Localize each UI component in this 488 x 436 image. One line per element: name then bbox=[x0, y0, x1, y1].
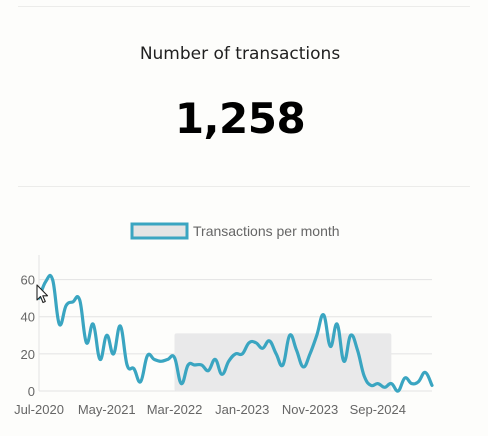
chart-svg: Transactions per month 0 20 40 60 Jul-2020 May… bbox=[14, 222, 434, 417]
transactions-chart: Transactions per month 0 20 40 60 Jul-2020 May… bbox=[0, 210, 488, 436]
x-tick-label: May-2021 bbox=[78, 402, 136, 417]
y-tick-label: 40 bbox=[21, 310, 35, 325]
legend-swatch bbox=[130, 222, 189, 240]
x-tick-label: Jan-2023 bbox=[215, 402, 269, 417]
y-tick-label: 60 bbox=[21, 273, 35, 288]
stat-title: Number of transactions bbox=[139, 44, 341, 64]
x-tick-label: Jul-2020 bbox=[14, 402, 64, 417]
x-tick-label: Mar-2022 bbox=[147, 402, 203, 417]
x-tick-label: Nov-2023 bbox=[282, 402, 338, 417]
middle-divider bbox=[18, 186, 470, 187]
stat-value: 1,258 bbox=[174, 94, 306, 143]
top-divider bbox=[18, 6, 470, 7]
y-tick-label: 20 bbox=[21, 347, 35, 362]
legend-label: Transactions per month bbox=[193, 223, 340, 239]
x-tick-label: Sep-2024 bbox=[350, 402, 406, 417]
y-tick-label: 0 bbox=[28, 384, 35, 399]
mouse-cursor-icon bbox=[36, 284, 49, 304]
